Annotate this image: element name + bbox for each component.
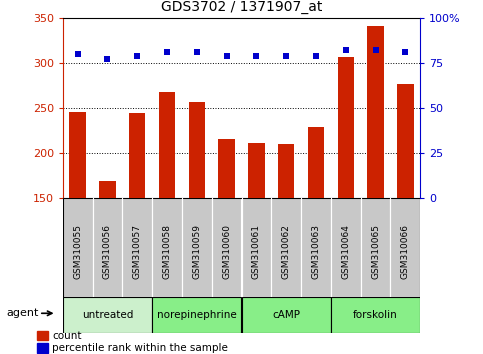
- Bar: [122, 198, 152, 304]
- Text: untreated: untreated: [82, 310, 133, 320]
- Bar: [189, 102, 205, 198]
- Bar: [182, 198, 212, 304]
- Text: GSM310064: GSM310064: [341, 224, 350, 279]
- Bar: [37, 343, 48, 353]
- Point: [104, 56, 112, 62]
- Bar: [397, 85, 413, 198]
- Bar: [99, 181, 115, 198]
- Text: GSM310065: GSM310065: [371, 224, 380, 279]
- Bar: [242, 297, 331, 333]
- Bar: [218, 139, 235, 198]
- Point: [193, 49, 201, 55]
- Text: GSM310066: GSM310066: [401, 224, 410, 279]
- Bar: [368, 26, 384, 198]
- Point: [163, 49, 171, 55]
- Bar: [242, 198, 271, 304]
- Bar: [338, 57, 354, 198]
- Title: GDS3702 / 1371907_at: GDS3702 / 1371907_at: [161, 0, 322, 14]
- Bar: [271, 198, 301, 304]
- Bar: [212, 198, 242, 304]
- Bar: [152, 297, 242, 333]
- Text: count: count: [53, 331, 82, 341]
- Bar: [390, 198, 420, 304]
- Bar: [63, 297, 152, 333]
- Bar: [37, 331, 48, 341]
- Bar: [331, 297, 420, 333]
- Point: [253, 53, 260, 58]
- Text: GSM310056: GSM310056: [103, 224, 112, 279]
- Text: GSM310060: GSM310060: [222, 224, 231, 279]
- Text: percentile rank within the sample: percentile rank within the sample: [53, 343, 228, 353]
- Text: GSM310058: GSM310058: [163, 224, 171, 279]
- Bar: [152, 198, 182, 304]
- Text: GSM310059: GSM310059: [192, 224, 201, 279]
- Bar: [301, 198, 331, 304]
- Point: [133, 53, 141, 58]
- Point: [401, 49, 409, 55]
- Text: norepinephrine: norepinephrine: [157, 310, 237, 320]
- Bar: [93, 198, 122, 304]
- Point: [342, 47, 350, 53]
- Text: GSM310055: GSM310055: [73, 224, 82, 279]
- Bar: [63, 198, 93, 304]
- Point: [282, 53, 290, 58]
- Text: agent: agent: [6, 308, 39, 318]
- Point: [74, 51, 82, 57]
- Point: [312, 53, 320, 58]
- Text: GSM310061: GSM310061: [252, 224, 261, 279]
- Text: GSM310062: GSM310062: [282, 224, 291, 279]
- Text: forskolin: forskolin: [353, 310, 398, 320]
- Text: GSM310057: GSM310057: [133, 224, 142, 279]
- Bar: [129, 113, 145, 198]
- Bar: [308, 127, 324, 198]
- Text: cAMP: cAMP: [272, 310, 300, 320]
- Bar: [361, 198, 390, 304]
- Bar: [248, 143, 265, 198]
- Bar: [70, 113, 86, 198]
- Bar: [278, 144, 294, 198]
- Bar: [159, 92, 175, 198]
- Text: GSM310063: GSM310063: [312, 224, 320, 279]
- Point: [223, 53, 230, 58]
- Bar: [331, 198, 361, 304]
- Point: [372, 47, 380, 53]
